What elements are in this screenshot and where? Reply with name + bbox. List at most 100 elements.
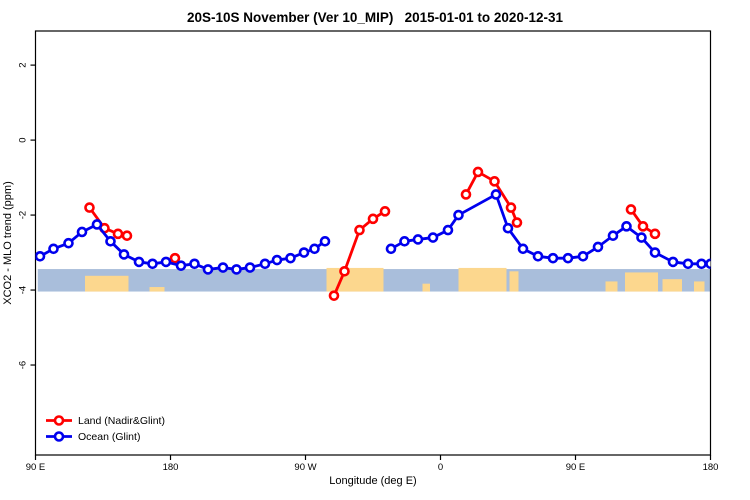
data-point-marker <box>121 230 133 241</box>
data-point-marker <box>84 202 95 213</box>
data-point-marker <box>118 249 130 260</box>
legend-marker <box>53 415 65 426</box>
legend: Land (Nadir&Glint) Ocean (Glint) <box>46 415 165 443</box>
land-patch <box>422 283 430 292</box>
data-point-marker <box>231 264 242 275</box>
data-point-marker <box>367 213 379 225</box>
data-point-marker <box>502 222 514 234</box>
data-series <box>35 166 711 301</box>
data-point-marker <box>682 258 694 270</box>
data-point-marker <box>547 252 559 264</box>
data-point-marker <box>649 228 661 240</box>
data-point-marker <box>460 189 472 200</box>
data-point-marker <box>637 221 649 232</box>
data-point-marker <box>160 256 172 268</box>
land-patch <box>458 267 507 292</box>
data-point-marker <box>453 209 464 221</box>
land-patch <box>625 272 658 292</box>
data-point-marker <box>147 258 158 270</box>
data-point-marker <box>285 252 296 264</box>
data-point-marker <box>217 262 229 273</box>
data-point-marker <box>399 236 410 247</box>
data-point-marker <box>667 256 679 268</box>
land-patch <box>326 267 384 292</box>
data-point-marker <box>696 258 707 270</box>
x-tick-label: 90 W <box>294 462 316 473</box>
data-point-marker <box>649 247 661 258</box>
data-point-marker <box>105 236 116 247</box>
legend-label: Land (Nadir&Glint) <box>78 415 165 427</box>
x-tick-label: 180 <box>163 462 179 473</box>
series-line <box>389 193 711 266</box>
data-point-marker <box>354 224 365 236</box>
data-point-marker <box>175 260 187 271</box>
data-point-marker <box>133 256 145 268</box>
series-ocean <box>35 189 711 275</box>
data-point-marker <box>189 258 200 270</box>
data-point-marker <box>319 236 331 247</box>
data-point-marker <box>625 204 637 215</box>
y-tick-label: -6 <box>18 361 29 369</box>
latitude-band-map-strip <box>37 267 711 292</box>
data-point-marker <box>339 266 350 277</box>
data-point-marker <box>562 252 574 264</box>
data-point-marker <box>112 228 124 240</box>
y-tick-label: -4 <box>18 286 29 294</box>
land-patch <box>605 281 618 292</box>
y-tick-label: 0 <box>18 137 29 142</box>
data-point-marker <box>379 206 391 217</box>
data-point-marker <box>244 262 256 273</box>
data-point-marker <box>271 254 283 266</box>
data-point-marker <box>621 221 632 232</box>
data-point-marker <box>202 264 214 275</box>
land-patch <box>509 271 519 292</box>
data-point-marker <box>592 241 604 253</box>
data-point-marker <box>489 176 500 187</box>
data-point-marker <box>35 251 46 262</box>
data-point-marker <box>636 232 647 243</box>
land-patch <box>149 287 165 292</box>
axes: 90 E 180 90 W 0 90 E 180 2 0 -2 -4 -6 <box>18 62 719 473</box>
data-point-marker <box>91 219 103 230</box>
series-line <box>38 223 327 271</box>
data-point-marker <box>705 258 711 270</box>
chart-title: 20S-10S November (Ver 10_MIP) 2015-01-01… <box>187 10 563 25</box>
data-point-marker <box>298 247 310 258</box>
data-point-marker <box>412 234 424 245</box>
y-tick-label: 2 <box>18 62 29 67</box>
x-tick-label: 180 <box>703 462 719 473</box>
data-point-marker <box>442 224 454 236</box>
data-point-marker <box>472 166 484 178</box>
data-point-marker <box>511 217 523 228</box>
data-point-marker <box>505 202 517 213</box>
land-patch <box>85 275 129 292</box>
data-point-marker <box>309 243 320 255</box>
data-point-marker <box>490 189 502 200</box>
data-point-marker <box>76 226 88 238</box>
data-point-marker <box>328 290 340 301</box>
data-point-marker <box>48 243 59 255</box>
data-point-marker <box>169 252 181 264</box>
data-point-marker <box>577 251 589 262</box>
land-patch <box>662 279 682 292</box>
x-axis-title: Longitude (deg E) <box>329 475 416 487</box>
series-land <box>84 166 661 301</box>
y-axis-title: XCO2 - MLO trend (ppm) <box>2 181 14 304</box>
legend-label: Ocean (Glint) <box>78 431 140 443</box>
y-tick-label: -2 <box>18 211 29 219</box>
plot-border <box>34 30 712 456</box>
x-tick-label: 0 <box>438 462 443 473</box>
data-point-marker <box>607 230 619 241</box>
data-point-marker <box>532 251 544 262</box>
legend-marker <box>53 431 65 442</box>
land-patch <box>694 281 705 292</box>
x-tick-label: 90 E <box>566 462 586 473</box>
data-point-marker <box>385 243 397 255</box>
data-point-marker <box>259 258 271 270</box>
data-point-marker <box>63 237 74 249</box>
x-tick-label: 90 E <box>26 462 46 473</box>
data-point-marker <box>427 232 439 243</box>
data-point-marker <box>517 243 529 255</box>
